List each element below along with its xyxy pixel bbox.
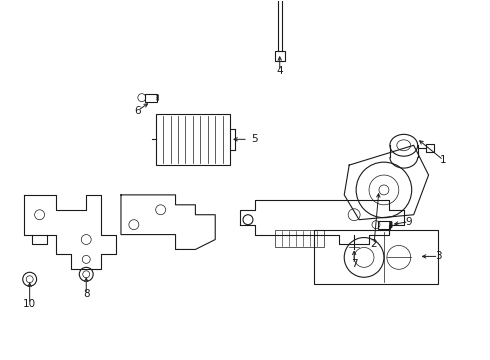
Text: 10: 10 [23, 299, 36, 309]
Text: 1: 1 [440, 155, 447, 165]
Circle shape [390, 222, 392, 224]
Circle shape [390, 226, 392, 228]
Text: 9: 9 [405, 217, 412, 227]
Circle shape [157, 96, 159, 99]
Text: 8: 8 [83, 289, 90, 299]
Circle shape [157, 99, 159, 100]
Text: 2: 2 [370, 239, 377, 249]
Text: 7: 7 [351, 259, 358, 269]
Circle shape [390, 224, 392, 226]
Text: 6: 6 [135, 105, 141, 116]
Text: 4: 4 [276, 66, 283, 76]
Circle shape [157, 95, 159, 96]
Text: 5: 5 [251, 134, 258, 144]
Text: 3: 3 [435, 251, 442, 261]
